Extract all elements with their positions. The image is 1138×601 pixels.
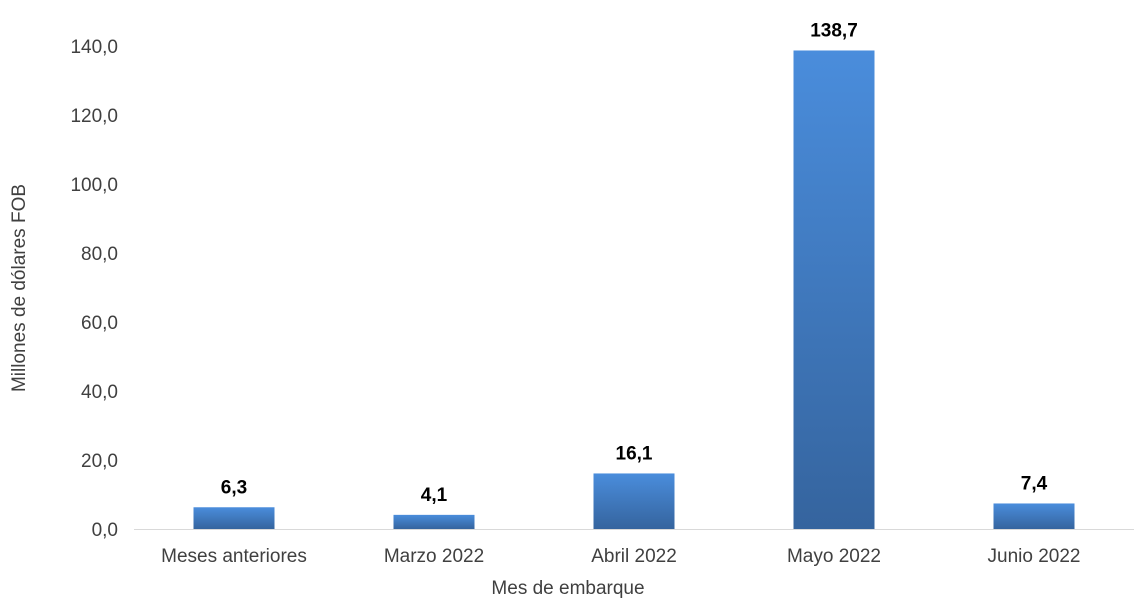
y-tick-label: 120,0	[70, 106, 118, 127]
bar	[193, 507, 275, 529]
y-tick-label: 140,0	[70, 37, 118, 58]
y-tick-label: 60,0	[81, 313, 118, 334]
x-axis-title: Mes de embarque	[491, 578, 644, 599]
y-tick-label: 40,0	[81, 382, 118, 403]
x-axis-ticks: Meses anteriores Marzo 2022 Abril 2022 Mayo…	[161, 546, 1080, 567]
data-labels: 6,3 4,1 16,1 138,7 7,4	[221, 20, 1048, 505]
bar	[393, 514, 475, 529]
data-label: 6,3	[221, 477, 247, 498]
data-label: 4,1	[421, 485, 448, 506]
data-label: 138,7	[810, 20, 858, 41]
x-tick-label: Meses anteriores	[161, 546, 307, 567]
data-label: 16,1	[616, 443, 653, 464]
bar	[593, 473, 675, 529]
y-tick-label: 100,0	[70, 175, 118, 196]
y-tick-label: 80,0	[81, 244, 118, 265]
x-tick-label: Marzo 2022	[384, 546, 484, 567]
x-tick-label: Abril 2022	[591, 546, 677, 567]
x-tick-label: Mayo 2022	[787, 546, 881, 567]
bar	[993, 503, 1075, 529]
y-tick-label: 0,0	[92, 520, 118, 541]
y-axis-ticks: 0,0 20,0 40,0 60,0 80,0 100,0 120,0 140,0	[70, 37, 118, 541]
data-label: 7,4	[1021, 473, 1048, 494]
bar	[793, 50, 875, 530]
y-tick-label: 20,0	[81, 451, 118, 472]
y-axis-title: Millones de dólares FOB	[9, 184, 30, 392]
x-tick-label: Junio 2022	[988, 546, 1081, 567]
bars	[193, 50, 1075, 530]
